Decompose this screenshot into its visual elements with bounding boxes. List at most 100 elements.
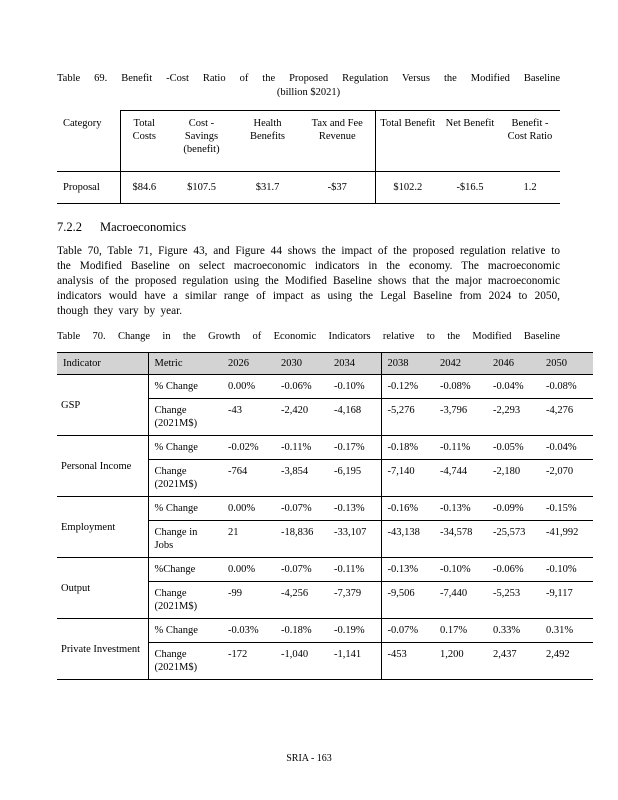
value-cell-2050: -41,992 xyxy=(540,520,593,558)
value-cell-2046: 0.33% xyxy=(487,618,540,643)
econ-table-row: Private Investment% Change -0.03% -0.18% -0… xyxy=(57,618,593,680)
value-cell-2034: -33,107 xyxy=(328,520,381,558)
metric-cell: % Change xyxy=(147,374,222,399)
benefit-cost-data-row: Proposal $84.6 $107.5 $31.7 -$37 $102.2 … xyxy=(57,171,560,204)
value-cell-2034: -7,379 xyxy=(328,581,381,619)
value-cell-2026: -99 xyxy=(222,581,275,619)
value-cell-2034: -0.19% xyxy=(328,618,381,643)
econ-table-row: GSP% Change 0.00% -0.06% -0.10% -0.12% -0.08%… xyxy=(57,374,593,436)
value-cell-2026: -764 xyxy=(222,459,275,497)
value-cell-2042: -34,578 xyxy=(434,520,487,558)
value-cell-2030: -0.07% xyxy=(275,557,328,582)
value-cell-2050: -0.15% xyxy=(540,496,593,521)
t69-cost-savings-cell: $107.5 xyxy=(168,171,235,204)
header-net-benefit: Net Benefit xyxy=(440,110,500,172)
header-total-costs: Total Costs xyxy=(119,110,168,172)
section-heading: 7.2.2 Macroeconomics xyxy=(57,220,560,235)
table69-caption: Table 69. Benefit -Cost Ratio of the Pro… xyxy=(57,72,560,100)
value-cell-2038: -453 xyxy=(380,642,434,680)
benefit-cost-header-row: Category Total Costs Cost - Savings (ben… xyxy=(57,110,560,172)
indicator-cell: Output xyxy=(57,557,148,619)
econ-table-row: Employment% Change 0.00% -0.07% -0.13% -0.16… xyxy=(57,496,593,558)
economic-indicators-table: Indicator Metric 2026 2030 2034 2038 204… xyxy=(57,352,593,680)
value-cell-2030: -4,256 xyxy=(275,581,328,619)
t69-category-cell: Proposal xyxy=(57,171,120,204)
value-cell-2050: -0.08% xyxy=(540,374,593,399)
econ-header-2030: 2030 xyxy=(275,352,328,375)
value-cell-2034: -6,195 xyxy=(328,459,381,497)
value-cell-2042: -0.11% xyxy=(434,435,487,460)
value-cell-2046: -0.04% xyxy=(487,374,540,399)
value-cell-2038: -0.13% xyxy=(380,557,434,582)
value-cell-2042: -0.13% xyxy=(434,496,487,521)
value-cell-2050: -2,070 xyxy=(540,459,593,497)
metric-cell: % Change xyxy=(147,435,222,460)
value-cell-2034: -1,141 xyxy=(328,642,381,680)
indicator-cell: Employment xyxy=(57,496,148,558)
value-cell-2030: -0.18% xyxy=(275,618,328,643)
header-benefit-cost-ratio: Benefit - Cost Ratio xyxy=(500,110,560,172)
value-cell-2030: -3,854 xyxy=(275,459,328,497)
econ-table-row: Change (2021M$) -764 -3,854 -6,195 -7,140 -4,… xyxy=(57,459,593,497)
value-cell-2042: -0.10% xyxy=(434,557,487,582)
metric-cell: Change (2021M$) xyxy=(147,581,222,619)
value-cell-2038: -0.07% xyxy=(380,618,434,643)
econ-table-row: Change (2021M$) -99 -4,256 -7,379 -9,506 -7,4… xyxy=(57,581,593,619)
value-cell-2042: -7,440 xyxy=(434,581,487,619)
indicator-cell: Personal Income xyxy=(57,435,148,497)
metric-cell: Change (2021M$) xyxy=(147,642,222,680)
value-cell-2030: -0.11% xyxy=(275,435,328,460)
econ-header-2042: 2042 xyxy=(434,352,487,375)
econ-table-row: Change in Jobs 21 -18,836 -33,107 -43,138 -34… xyxy=(57,520,593,558)
indicator-cell: Private Investment xyxy=(57,618,148,680)
t69-net-benefit-cell: -$16.5 xyxy=(440,171,500,204)
metric-cell: %Change xyxy=(147,557,222,582)
section-number: 7.2.2 xyxy=(57,220,82,234)
value-cell-2026: -172 xyxy=(222,642,275,680)
econ-header-2050: 2050 xyxy=(540,352,593,375)
value-cell-2030: -2,420 xyxy=(275,398,328,436)
value-cell-2046: -25,573 xyxy=(487,520,540,558)
table69-caption-line1: Table 69. Benefit -Cost Ratio of the Pro… xyxy=(57,73,560,84)
value-cell-2038: -0.18% xyxy=(380,435,434,460)
econ-header-2038: 2038 xyxy=(380,352,434,375)
table70-caption: Table 70. Change in the Growth of Econom… xyxy=(57,331,560,342)
value-cell-2046: -0.09% xyxy=(487,496,540,521)
value-cell-2050: -0.04% xyxy=(540,435,593,460)
t69-benefit-cost-ratio-cell: 1.2 xyxy=(500,171,560,204)
econ-header-metric: Metric xyxy=(147,352,222,375)
t69-total-costs-cell: $84.6 xyxy=(119,171,168,204)
econ-header-indicator: Indicator xyxy=(57,352,148,375)
value-cell-2030: -0.06% xyxy=(275,374,328,399)
value-cell-2042: -3,796 xyxy=(434,398,487,436)
value-cell-2034: -0.17% xyxy=(328,435,381,460)
value-cell-2042: -4,744 xyxy=(434,459,487,497)
value-cell-2038: -0.16% xyxy=(380,496,434,521)
value-cell-2034: -4,168 xyxy=(328,398,381,436)
t69-total-benefit-cell: $102.2 xyxy=(374,171,440,204)
metric-cell: Change (2021M$) xyxy=(147,398,222,436)
header-health-benefits: Health Benefits xyxy=(235,110,300,172)
value-cell-2030: -18,836 xyxy=(275,520,328,558)
t69-health-benefits-cell: $31.7 xyxy=(235,171,300,204)
benefit-cost-table: Category Total Costs Cost - Savings (ben… xyxy=(57,110,560,204)
value-cell-2050: -0.10% xyxy=(540,557,593,582)
t69-tax-fee-revenue-cell: -$37 xyxy=(300,171,375,204)
value-cell-2026: 21 xyxy=(222,520,275,558)
metric-cell: % Change xyxy=(147,618,222,643)
value-cell-2050: -4,276 xyxy=(540,398,593,436)
value-cell-2038: -9,506 xyxy=(380,581,434,619)
metric-cell: % Change xyxy=(147,496,222,521)
metric-cell: Change (2021M$) xyxy=(147,459,222,497)
value-cell-2050: -9,117 xyxy=(540,581,593,619)
header-category: Category xyxy=(57,110,120,172)
value-cell-2026: 0.00% xyxy=(222,557,275,582)
value-cell-2030: -1,040 xyxy=(275,642,328,680)
value-cell-2046: -0.05% xyxy=(487,435,540,460)
econ-header-2046: 2046 xyxy=(487,352,540,375)
value-cell-2026: -0.02% xyxy=(222,435,275,460)
header-cost-savings: Cost - Savings (benefit) xyxy=(168,110,235,172)
value-cell-2026: -0.03% xyxy=(222,618,275,643)
value-cell-2042: 1,200 xyxy=(434,642,487,680)
